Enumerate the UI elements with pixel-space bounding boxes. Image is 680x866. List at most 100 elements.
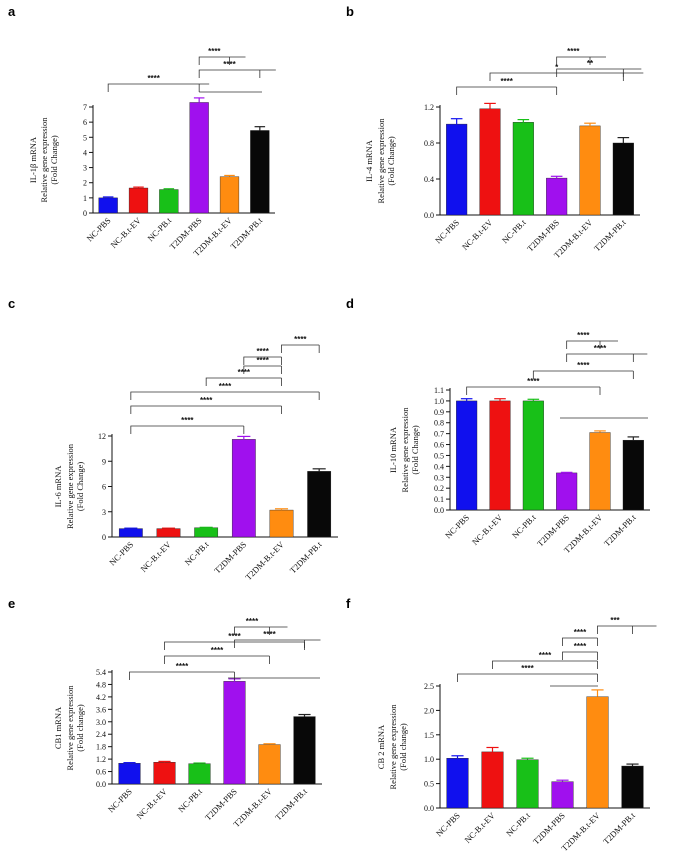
bar-T2DM-PBS: [546, 177, 568, 216]
significance-bracket: [234, 639, 321, 648]
significance-bracket: [566, 353, 648, 362]
panel-letter-e: e: [8, 596, 15, 611]
x-category-label: NC-PBS: [84, 215, 112, 243]
y-tick-label: 1.1: [434, 386, 444, 395]
y-tick-label: 1.0: [424, 755, 434, 764]
x-category-label: NC-PBS: [434, 810, 462, 838]
significance-bracket: [456, 86, 557, 95]
y-axis-label: Relative gene expression: [65, 685, 75, 771]
bar-T2DM-PB.t: [293, 716, 316, 785]
significance-bracket: [489, 72, 644, 81]
significance-stars: ****: [500, 77, 513, 86]
y-tick-label: 2.4: [96, 730, 106, 739]
significance-stars: ****: [574, 628, 587, 637]
panel-letter-b: b: [346, 4, 354, 19]
significance-bracket: [562, 637, 598, 646]
panel-letter-c: c: [8, 296, 15, 311]
x-category-label: T2DM-PBS: [531, 810, 567, 846]
y-axis-label: CB 2 mRNA: [376, 724, 386, 769]
y-axis-label: (Fold Change): [410, 425, 420, 475]
significance-bracket: [466, 386, 600, 395]
bar-T2DM-PBS: [189, 102, 209, 214]
x-category-label: NC-PBS: [433, 217, 461, 245]
y-tick-label: 4: [83, 148, 87, 157]
bar-NC-B.t-EV: [489, 400, 511, 511]
bar-T2DM-PBS: [223, 681, 246, 785]
x-category-label: NC-PB.t: [500, 217, 528, 245]
significance-stars: ****: [256, 347, 269, 356]
y-tick-label: 7: [83, 103, 87, 112]
x-category-label: NC-PB.t: [504, 810, 532, 838]
bar-T2DM-B.t-EV: [579, 125, 601, 216]
bar-NC-PBS: [446, 123, 468, 216]
y-tick-label: 3.0: [96, 718, 106, 727]
significance-bracket: [281, 344, 320, 353]
significance-stars: ****: [223, 60, 236, 69]
bar-T2DM-B.t-EV: [269, 509, 294, 538]
y-tick-label: 6: [102, 483, 106, 492]
y-tick-label: 0: [83, 209, 87, 218]
bar-T2DM-PBS: [556, 472, 578, 511]
x-category-label: T2DM-PB.t: [228, 215, 264, 251]
y-tick-label: 0.6: [434, 441, 444, 450]
x-category-label: NC-B.t-EV: [470, 512, 505, 547]
bar-NC-B.t-EV: [481, 751, 504, 809]
bar-NC-PB.t: [188, 763, 211, 785]
significance-stars: ****: [539, 651, 552, 660]
significance-bracket: [566, 340, 618, 349]
significance-stars: ****: [176, 662, 189, 671]
bar-T2DM-B.t-EV: [219, 176, 240, 214]
y-axis-label: CB1 mRNA: [53, 706, 63, 749]
x-category-label: NC-B.t-EV: [462, 810, 497, 845]
panel-letter-d: d: [346, 296, 354, 311]
y-tick-label: 0.9: [434, 408, 444, 417]
panel-f: f 0.0 0.5 1.0 1.5 2.0 2.5 CB 2 mRNA Relative gen…: [346, 596, 657, 853]
x-category-label: NC-B.t-EV: [134, 786, 169, 821]
y-axis-label: (Fold Change): [75, 462, 85, 512]
panel-c: c 0 3 6 9 12 IL-6 mRNA Relative gene expression…: [8, 296, 338, 582]
panel-e: e 0.0 0.6 1.2 1.8 2.4 3.0 3.6 4.2 4.8 5.4 CB1 mRNA R…: [8, 596, 322, 829]
x-category-label: T2DM-PB.t: [602, 512, 638, 548]
significance-stars: **: [587, 59, 594, 68]
y-tick-label: 0.6: [96, 768, 106, 777]
y-axis-label: Relative gene expression: [65, 443, 75, 529]
x-category-label: NC-PB.t: [183, 539, 211, 567]
x-category-label: T2DM-PB.t: [288, 539, 324, 575]
y-tick-label: 3: [83, 164, 87, 173]
bar-NC-PBS: [446, 758, 469, 809]
significance-stars: ****: [147, 74, 160, 83]
y-tick-label: 0.0: [96, 780, 106, 789]
x-category-label: T2DM-B.t-EV: [231, 786, 274, 829]
x-category-label: T2DM-B.t-EV: [559, 810, 602, 853]
y-tick-label: 2.0: [424, 706, 434, 715]
bar-T2DM-PB.t: [250, 130, 270, 214]
bar-T2DM-B.t-EV: [589, 432, 611, 511]
significance-stars: ****: [527, 377, 540, 386]
y-tick-label: 5.4: [96, 668, 106, 677]
y-axis-label: Relative gene expression: [376, 118, 386, 204]
significance-stars: ****: [228, 632, 241, 641]
significance-bracket: [597, 625, 657, 634]
y-tick-label: 0.0: [434, 506, 444, 515]
y-axis-label: (Fold Change): [49, 135, 59, 185]
bar-NC-PB.t: [159, 189, 179, 214]
y-axis-label: (Fold Change): [386, 136, 396, 186]
y-tick-label: 0.7: [434, 430, 444, 439]
significance-stars: ****: [200, 396, 213, 405]
panel-letter-f: f: [346, 596, 351, 611]
significance-bracket: [164, 655, 270, 664]
y-tick-label: 0.8: [434, 419, 444, 428]
x-category-label: NC-B.t-EV: [460, 217, 495, 252]
bar-NC-PB.t: [516, 759, 539, 809]
x-category-label: NC-B.t-EV: [108, 215, 143, 250]
y-axis-label: IL-10 mRNA: [388, 426, 398, 473]
y-tick-label: 2: [83, 179, 87, 188]
significance-bracket: [130, 405, 282, 414]
x-category-label: T2DM-PB.t: [601, 810, 637, 846]
y-axis-label: Relative gene expression: [388, 704, 398, 790]
significance-stars: ****: [256, 356, 269, 365]
y-tick-label: 6: [83, 118, 87, 127]
x-category-label: T2DM-PB.t: [273, 786, 309, 822]
significance-stars: ****: [246, 617, 259, 626]
